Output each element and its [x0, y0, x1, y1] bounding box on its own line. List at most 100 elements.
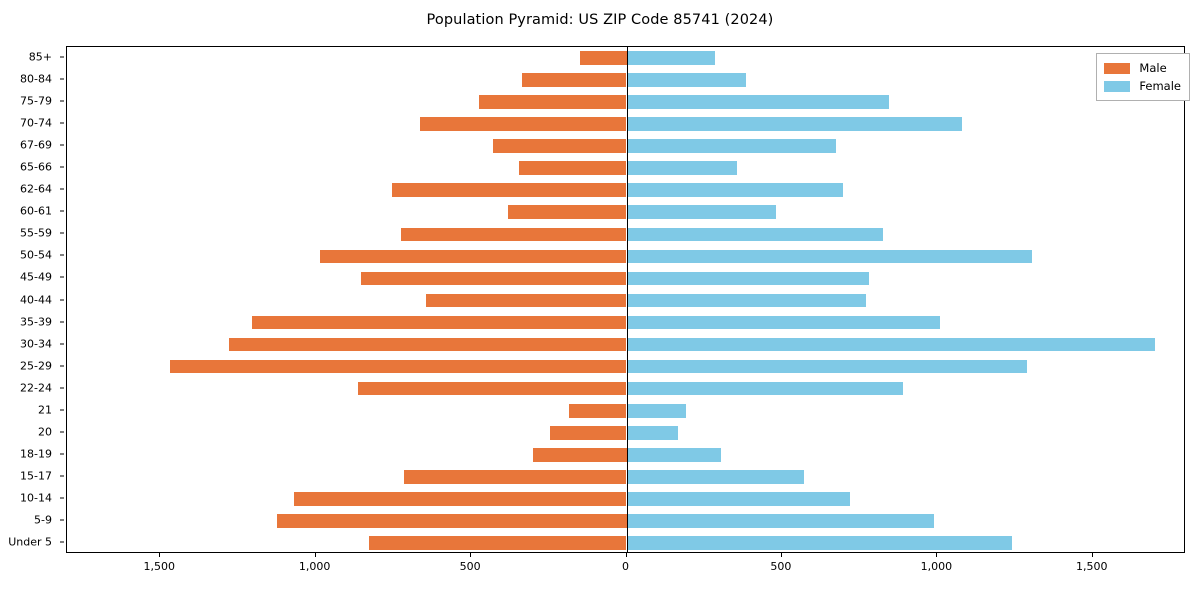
- bar-row: [67, 161, 1184, 176]
- y-axis-tick: [60, 387, 64, 389]
- bar-row: [67, 337, 1184, 352]
- bar-female: [626, 359, 1028, 374]
- bar-female: [626, 139, 837, 154]
- y-axis-tick-label: 5-9: [34, 513, 52, 527]
- chart-title: Population Pyramid: US ZIP Code 85741 (2…: [426, 12, 774, 28]
- x-axis-tick: [159, 553, 161, 557]
- x-axis-tick-label: 1,500: [143, 560, 176, 573]
- bar-male: [492, 139, 627, 154]
- bar-male: [522, 73, 627, 87]
- y-axis-tick: [60, 78, 64, 80]
- y-axis-tick-label: 35-39: [20, 315, 52, 329]
- x-axis-tick-label: 1,000: [298, 560, 331, 573]
- bar-female: [626, 161, 737, 176]
- bar-female: [626, 514, 935, 528]
- bar-female: [626, 403, 686, 418]
- bar-male: [533, 447, 627, 462]
- bar-male: [357, 381, 627, 396]
- y-axis-tick: [60, 299, 64, 300]
- bar-male: [320, 249, 627, 264]
- bar-male: [568, 403, 627, 418]
- bar-female: [626, 205, 776, 220]
- y-axis-tick: [60, 365, 64, 367]
- bar-row: [67, 139, 1184, 154]
- bar-row: [67, 227, 1184, 242]
- y-axis-tick: [60, 475, 64, 477]
- bar-row: [67, 293, 1184, 308]
- bar-female: [626, 293, 866, 308]
- bar-row: [67, 73, 1184, 87]
- y-axis-tick: [60, 100, 64, 102]
- x-axis-tick: [1091, 553, 1093, 557]
- bar-male: [251, 315, 627, 330]
- y-axis-tick: [60, 276, 64, 278]
- bar-row: [67, 51, 1184, 65]
- bar-male: [478, 95, 627, 109]
- legend-label: Male: [1139, 61, 1167, 75]
- bar-female: [626, 73, 747, 87]
- bar-row: [67, 447, 1184, 462]
- y-axis-tick-label: 40-44: [20, 293, 52, 306]
- bar-row: [67, 95, 1184, 109]
- y-axis-tick-label: 21: [38, 403, 52, 417]
- bars-layer: [67, 47, 1184, 552]
- bar-row: [67, 536, 1184, 550]
- bar-female: [626, 249, 1033, 264]
- bar-female: [626, 183, 843, 198]
- bar-female: [626, 227, 883, 242]
- bar-row: [67, 359, 1184, 374]
- y-axis-tick: [60, 519, 64, 521]
- bar-row: [67, 381, 1184, 396]
- bar-male: [276, 514, 627, 528]
- bar-row: [67, 403, 1184, 418]
- x-axis-tick: [936, 553, 938, 557]
- bar-female: [626, 536, 1012, 550]
- legend-swatch-icon: [1104, 62, 1131, 74]
- bar-male: [508, 205, 627, 220]
- y-axis-tick-label: 15-17: [20, 469, 52, 483]
- bar-female: [626, 271, 869, 286]
- x-axis-tick-label: 500: [459, 560, 481, 573]
- y-axis-tick-label: 85+: [28, 50, 52, 64]
- y-axis-tick-label: Under 5: [8, 535, 52, 549]
- y-axis-tick-label: 20: [38, 425, 52, 439]
- bar-male: [228, 337, 627, 352]
- x-axis-tick: [470, 553, 472, 557]
- bar-male: [293, 492, 627, 506]
- bar-female: [626, 425, 678, 440]
- x-axis-tick-label: 0: [622, 560, 629, 573]
- y-axis-tick-label: 60-61: [20, 204, 52, 218]
- y-axis-tick-label: 45-49: [20, 270, 52, 284]
- bar-female: [626, 95, 890, 109]
- y-axis-tick-label: 62-64: [20, 182, 52, 196]
- y-axis-tick-label: 70-74: [20, 116, 52, 130]
- y-axis-tick-label: 55-59: [20, 226, 52, 240]
- legend-swatch-icon: [1104, 80, 1131, 92]
- y-axis-tick: [60, 144, 64, 146]
- bar-row: [67, 183, 1184, 198]
- x-axis-tick-label: 1,000: [920, 560, 953, 573]
- bar-male: [368, 536, 627, 550]
- bar-female: [626, 337, 1155, 352]
- y-axis-tick-label: 75-79: [20, 94, 52, 108]
- y-axis-tick: [60, 188, 64, 190]
- x-axis: 1,500 1,000 500 0 500 1,000 1,500: [66, 553, 1185, 593]
- y-axis-tick: [60, 343, 64, 345]
- bar-male: [550, 425, 627, 440]
- bar-row: [67, 205, 1184, 220]
- bar-row: [67, 315, 1184, 330]
- y-axis-tick-label: 25-29: [20, 359, 52, 373]
- chart-legend: Male Female: [1096, 53, 1190, 101]
- x-axis-tick-label: 500: [770, 560, 792, 573]
- bar-row: [67, 514, 1184, 528]
- x-axis-tick: [314, 553, 316, 557]
- bar-female: [626, 51, 716, 65]
- y-axis-tick: [60, 321, 64, 323]
- bar-male: [579, 51, 627, 65]
- y-axis-tick-label: 50-54: [20, 248, 52, 262]
- y-axis-tick: [60, 254, 64, 256]
- legend-item: Female: [1104, 77, 1181, 95]
- y-axis-tick: [60, 166, 64, 168]
- legend-item: Male: [1104, 59, 1181, 77]
- bar-male: [169, 359, 627, 374]
